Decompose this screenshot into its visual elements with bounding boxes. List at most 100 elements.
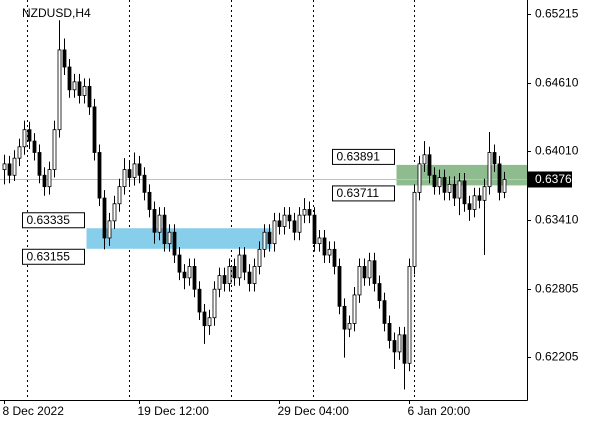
candle-body [282,214,287,227]
candle-body [372,260,377,284]
y-tick-label: 0.62205 [535,350,579,364]
candle-body [132,163,137,178]
candle-body [242,254,247,273]
candle-body [402,334,407,364]
candle-body [47,169,52,188]
candle-body [462,180,467,205]
current-price-box [528,171,572,188]
y-tick-label: 0.63410 [535,213,579,227]
price-zone [86,228,272,249]
candle-body [267,231,272,245]
candle-body [497,163,502,193]
candle-body [62,49,67,68]
candle-body [352,294,357,324]
zone-label-box [332,185,395,202]
candle-body [432,174,437,188]
candle-body [382,300,387,324]
candle-body [182,271,187,279]
candles [2,20,507,390]
candle-body [127,169,132,178]
candle-body [467,203,472,210]
candle-body [482,186,487,201]
chart-title: NZDUSD,H4 [22,6,91,20]
candle-body [262,231,267,250]
current-price-label: 0.63763 [535,172,579,186]
candle-body [107,220,112,239]
candle-body [502,179,507,193]
candle-body [197,288,202,313]
candle-body [32,140,37,153]
candle-body [247,271,252,284]
candle-body [257,248,262,267]
candle-body [57,49,62,131]
y-tick-label: 0.64610 [535,76,579,90]
candle-body [287,214,292,222]
candle-body [97,152,102,199]
candle-body [252,266,257,284]
candle-body [292,220,297,233]
candle-body [67,66,72,91]
candle-body [202,311,207,327]
candle-body [297,214,302,233]
candle-body [317,237,322,245]
candle-body [12,157,17,176]
candle-body [87,85,92,108]
candle-body [117,186,122,205]
candle-body [477,195,482,201]
candle-body [277,220,282,227]
candle-body [452,183,457,199]
candle-body [7,163,12,176]
candle-body [52,129,57,170]
candle-body [142,174,147,193]
candle-body [437,177,442,188]
candle-body [422,154,427,165]
candle-body [102,197,107,239]
candle-body [157,214,162,233]
candle-body [212,288,217,319]
candle-body [17,146,22,159]
zone-label: 0.63335 [27,213,71,227]
y-tick-label: 0.64010 [535,144,579,158]
candle-body [357,266,362,296]
overlays: 0.63335 0.63155 0.63891 0.63711 0.63763 [22,148,579,265]
candle-body [172,231,177,256]
zone-label: 0.63891 [337,150,381,164]
candle-body [312,214,317,245]
candle-body [167,231,172,245]
candle-body [112,203,117,222]
zone-label: 0.63155 [27,249,71,263]
x-tick-label: 6 Jan 20:00 [408,404,471,418]
x-tick-label: 29 Dec 04:00 [278,404,350,418]
candle-body [342,305,347,330]
candle-body [407,266,412,364]
candle-body [332,248,337,267]
candle-body [327,248,332,256]
candle-body [417,163,422,193]
candle-body [272,220,277,245]
candle-body [22,129,27,148]
candle-body [367,260,372,279]
candle-body [72,81,77,91]
candle-body [387,323,392,341]
candle-body [322,237,327,256]
candle-body [2,163,7,170]
candle-body [217,275,222,290]
candle-body [442,177,447,193]
zone-label-box [332,148,395,165]
candle-body [42,174,47,188]
candle-body [137,163,142,176]
candle-body [92,106,97,153]
zone-label-box [22,248,85,265]
candle-body [492,152,497,165]
candle-body [27,129,32,142]
candle-body [147,191,152,210]
zone-label: 0.63711 [337,186,380,200]
candle-body [347,323,352,330]
x-tick-label: 19 Dec 12:00 [138,404,210,418]
candle-body [307,209,312,216]
candle-body [37,152,42,176]
candle-body [472,195,477,210]
candle-body [487,152,492,188]
